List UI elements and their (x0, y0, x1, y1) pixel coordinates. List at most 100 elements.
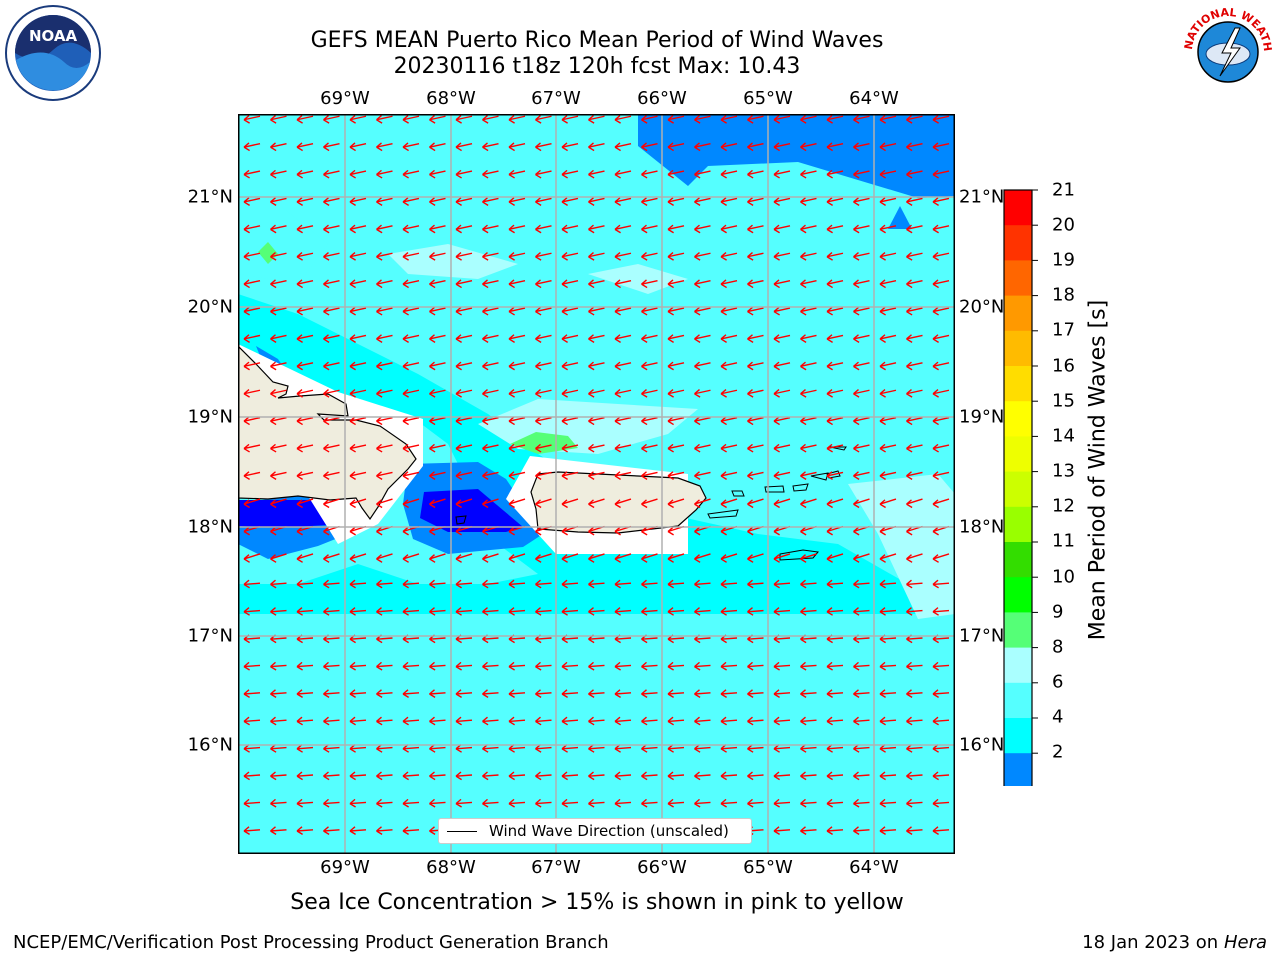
wind-wave-arrow (323, 115, 340, 124)
wind-wave-arrow (614, 361, 632, 371)
wind-wave-arrow (508, 443, 526, 453)
wind-wave-arrow (535, 389, 552, 398)
wind-wave-arrow (694, 224, 711, 234)
wind-wave-arrow (535, 224, 552, 234)
colorbar-tick: 19 (1052, 249, 1075, 271)
wind-wave-arrow (826, 471, 844, 480)
wind-wave-arrow (376, 169, 393, 179)
wind-wave-arrow (773, 169, 791, 179)
wind-wave-arrow (402, 197, 420, 206)
colorbar-segment (1004, 190, 1032, 226)
wind-wave-arrow (879, 607, 897, 616)
wind-wave-arrow (535, 498, 552, 509)
colorbar-tick: 9 (1052, 601, 1064, 623)
wind-wave-arrow (323, 607, 340, 616)
colorbar-segment (1004, 718, 1032, 754)
lon-label-top: 66°W (637, 88, 687, 109)
wind-wave-arrow (270, 826, 287, 835)
wind-wave-arrow (455, 389, 473, 398)
wind-wave-arrow (879, 443, 897, 453)
wind-wave-arrow (614, 607, 632, 616)
colorbar-segment (1004, 260, 1032, 297)
colorbar-tick: 4 (1052, 706, 1064, 728)
wind-wave-arrow (429, 689, 446, 698)
wind-wave-arrow (800, 661, 817, 671)
wind-wave-arrow (508, 716, 526, 726)
wind-wave-arrow (800, 389, 817, 398)
wind-wave-arrow (376, 689, 393, 698)
wind-wave-arrow (667, 607, 685, 616)
wind-wave-arrow (614, 252, 632, 261)
wind-wave-arrow (879, 279, 897, 289)
wind-wave-arrow (455, 661, 473, 671)
contour-8-9 (588, 264, 688, 294)
wind-wave-arrow (826, 224, 844, 234)
wind-wave-arrow (270, 142, 287, 152)
wind-wave-arrow (402, 361, 420, 371)
wind-wave-arrow (720, 115, 738, 124)
legend-label: Wind Wave Direction (unscaled) (489, 822, 729, 840)
wind-wave-arrow (429, 498, 446, 509)
wind-wave-arrow (429, 169, 446, 179)
colorbar-segment (1004, 295, 1032, 332)
wind-wave-arrow (349, 798, 367, 808)
wind-wave-arrow (508, 197, 526, 206)
wind-wave-arrow (879, 689, 897, 698)
wind-wave-arrow (614, 689, 632, 698)
colorbar-segment (1004, 366, 1032, 402)
sea-ice-caption: Sea Ice Concentration > 15% is shown in … (290, 890, 904, 915)
wind-wave-arrow (800, 771, 817, 781)
wind-wave-arrow (561, 471, 579, 480)
wind-wave-arrow (482, 553, 499, 563)
wind-wave-arrow (826, 716, 844, 726)
wind-wave-arrow (667, 689, 685, 698)
wind-wave-arrow (614, 334, 632, 343)
wind-wave-arrow (614, 115, 632, 124)
wind-wave-arrow (720, 279, 738, 289)
wind-wave-arrow (588, 169, 605, 179)
wind-wave-arrow (535, 661, 552, 671)
wind-wave-arrow (243, 169, 261, 179)
wind-wave-arrow (932, 553, 950, 563)
colorbar-tick: 18 (1052, 284, 1075, 306)
wind-wave-arrow (641, 252, 658, 261)
wind-wave-arrow (694, 716, 711, 726)
wind-wave-arrow (323, 771, 340, 781)
wind-wave-arrow (561, 224, 579, 234)
wind-wave-arrow (773, 361, 791, 371)
wind-wave-arrow (349, 607, 367, 616)
wind-wave-arrow (402, 826, 420, 835)
wind-wave-arrow (694, 197, 711, 206)
wind-wave-arrow (402, 498, 420, 509)
wind-wave-arrow (747, 197, 764, 206)
wind-wave-arrow (561, 252, 579, 261)
noaa-logo: NOAA (4, 4, 102, 102)
wind-wave-arrow (694, 553, 711, 563)
wind-wave-arrow (932, 334, 950, 343)
wind-wave-arrow (535, 798, 552, 808)
wind-wave-arrow (561, 306, 579, 316)
wind-wave-arrow (879, 798, 897, 808)
wind-wave-arrow (641, 716, 658, 726)
wind-wave-arrow (720, 607, 738, 616)
wind-wave-arrow (826, 142, 844, 152)
colorbar-tick: 20 (1052, 214, 1075, 236)
wind-wave-arrow (826, 553, 844, 563)
wind-wave-arrow (402, 661, 420, 671)
svg-text:NOAA: NOAA (29, 27, 78, 45)
wind-wave-arrow (879, 361, 897, 371)
wind-wave-arrow (376, 142, 393, 152)
wind-wave-arrow (270, 661, 287, 671)
wind-wave-arrow (243, 498, 261, 509)
lon-label-bottom: 66°W (637, 857, 687, 878)
wind-wave-arrow (296, 553, 314, 563)
wind-wave-arrow (773, 443, 791, 453)
footer-credit: NCEP/EMC/Verification Post Processing Pr… (13, 932, 609, 953)
wind-wave-arrow (535, 771, 552, 781)
wind-wave-arrow (482, 169, 499, 179)
wind-wave-arrow (800, 224, 817, 234)
wind-wave-arrow (482, 224, 499, 234)
wind-wave-arrow (694, 252, 711, 261)
wind-wave-arrow (243, 252, 261, 261)
nws-logo: NATIONAL WEATHER SERVICE (1176, 0, 1276, 100)
